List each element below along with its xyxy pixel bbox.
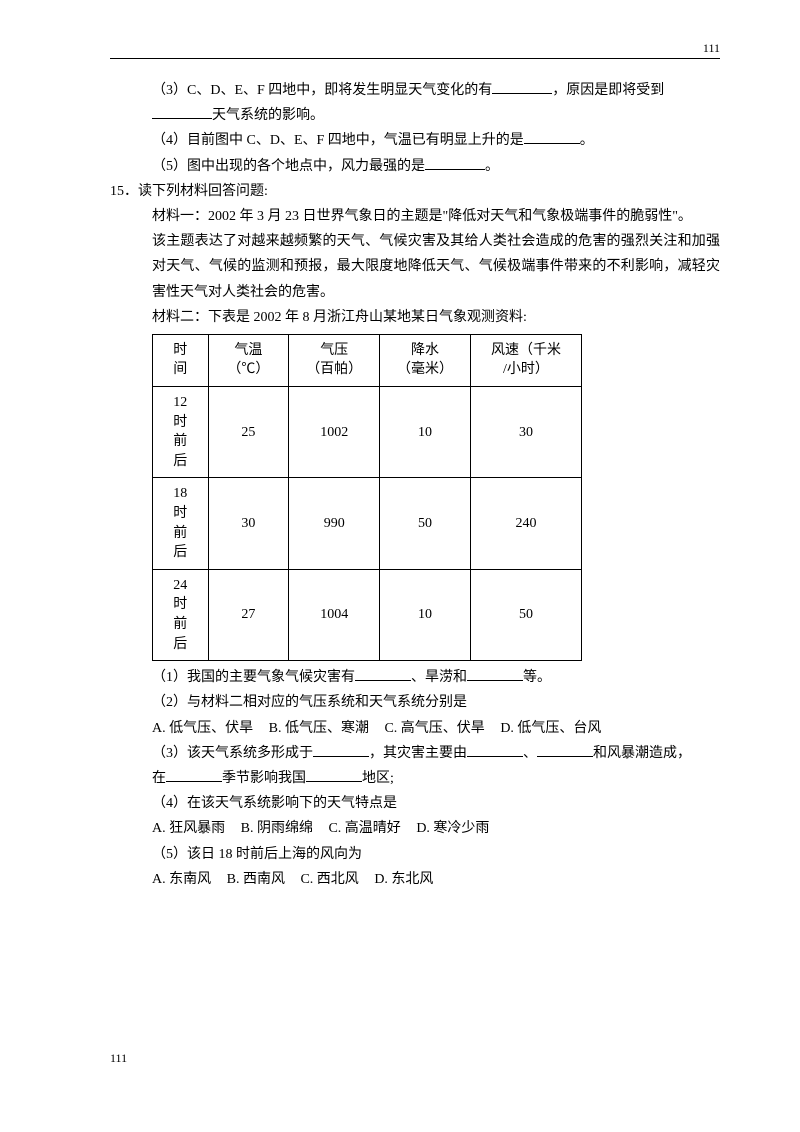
q5-prefix: （5）图中出现的各个地点中，风力最强的是 [152,159,425,174]
table-row: 18 时 前 后 30 990 50 240 [153,478,582,569]
s1c: 等。 [523,670,551,685]
opt-c: C. 西北风 [300,872,358,887]
opt-c: C. 高温晴好 [328,821,400,836]
q15-m1a: 材料一：2002 年 3 月 23 日世界气象日的主题是"降低对天气和气象极端事… [110,204,720,229]
blank [152,105,212,119]
cell-pressure: 1002 [289,387,380,478]
q4-prefix: （4）目前图中 C、D、E、F 四地中，气温已有明显上升的是 [152,133,524,148]
opt-d: D. 低气压、台风 [500,721,601,736]
opt-b: B. 阴雨绵绵 [241,821,313,836]
blank [537,743,593,757]
cell-rain: 50 [380,478,471,569]
cell-time: 12 时 前 后 [153,387,209,478]
blank [166,768,222,782]
cell-temp: 25 [208,387,289,478]
blank [306,768,362,782]
sub5: （5）该日 18 时前后上海的风向为 [110,842,720,867]
cell-time: 24 时 前 后 [153,569,209,660]
opt-d: D. 寒冷少雨 [416,821,489,836]
blank [355,667,411,681]
s3g: 地区; [362,771,394,786]
weather-table: 时 间 气温 （℃） 气压 （百帕） 降水 （毫米） 风速（千米 /小时） 12… [152,334,582,661]
q15-m1b: 该主题表达了对越来越频繁的天气、气候灾害及其给人类社会造成的危害的强烈关注和加强… [110,229,720,305]
cell-wind: 30 [470,387,581,478]
q3-line2: 天气系统的影响。 [110,103,720,128]
blank [467,667,523,681]
q3-prefix: （3）C、D、E、F 四地中，即将发生明显天气变化的有 [152,83,492,98]
q3-suffix: 天气系统的影响。 [212,108,324,123]
opt-b: B. 低气压、寒潮 [269,721,369,736]
cell-wind: 240 [470,478,581,569]
cell-rain: 10 [380,387,471,478]
sub4-opts: A. 狂风暴雨 B. 阴雨绵绵 C. 高温晴好 D. 寒冷少雨 [110,816,720,841]
q4-suffix: 。 [580,133,594,148]
cell-wind: 50 [470,569,581,660]
s3e: 在 [152,771,166,786]
sub3-l1: （3）该天气系统多形成于 ，其灾害主要由 、 和风暴潮造成， [110,741,720,766]
th-time: 时 间 [153,334,209,386]
header-divider [110,58,720,59]
s3d: 和风暴潮造成， [593,746,691,761]
opt-d: D. 东北风 [374,872,433,887]
q15-title: 读下列材料回答问题: [138,184,268,199]
cell-temp: 30 [208,478,289,569]
sub5-opts: A. 东南风 B. 西南风 C. 西北风 D. 东北风 [110,867,720,892]
s1b: 、旱涝和 [411,670,467,685]
q3-mid: ，原因是即将受到 [552,83,664,98]
s3c: 、 [523,746,537,761]
opt-b: B. 西南风 [227,872,285,887]
q3-line: （3）C、D、E、F 四地中，即将发生明显天气变化的有 ，原因是即将受到 [110,78,720,103]
s3f: 季节影响我国 [222,771,306,786]
q5-suffix: 。 [485,159,499,174]
opt-c: C. 高气压、伏旱 [384,721,484,736]
page-number-top: 111 [703,38,720,60]
blank [425,156,485,170]
q4-line: （4）目前图中 C、D、E、F 四地中，气温已有明显上升的是 。 [110,128,720,153]
document-content: （3）C、D、E、F 四地中，即将发生明显天气变化的有 ，原因是即将受到 天气系统… [110,78,720,892]
opt-a: A. 低气压、伏旱 [152,721,253,736]
opt-a: A. 狂风暴雨 [152,821,225,836]
blank [467,743,523,757]
table-row: 12 时 前 后 25 1002 10 30 [153,387,582,478]
q15-num: 15． [110,184,138,199]
cell-time: 18 时 前 后 [153,478,209,569]
th-rain: 降水 （毫米） [380,334,471,386]
q15-m2: 材料二：下表是 2002 年 8 月浙江舟山某地某日气象观测资料: [110,305,720,330]
th-temp: 气温 （℃） [208,334,289,386]
s3b: ，其灾害主要由 [369,746,467,761]
cell-pressure: 1004 [289,569,380,660]
q15-header: 15．读下列材料回答问题: [110,179,720,204]
cell-rain: 10 [380,569,471,660]
s1a: （1）我国的主要气象气候灾害有 [152,670,355,685]
blank [492,80,552,94]
opt-a: A. 东南风 [152,872,211,887]
sub2: （2）与材料二相对应的气压系统和天气系统分别是 [110,690,720,715]
cell-temp: 27 [208,569,289,660]
blank [313,743,369,757]
s3a: （3）该天气系统多形成于 [152,746,313,761]
blank [524,130,580,144]
sub3-l2: 在 季节影响我国 地区; [110,766,720,791]
cell-pressure: 990 [289,478,380,569]
sub2-opts: A. 低气压、伏旱 B. 低气压、寒潮 C. 高气压、伏旱 D. 低气压、台风 [110,716,720,741]
sub1: （1）我国的主要气象气候灾害有 、旱涝和 等。 [110,665,720,690]
sub4: （4）在该天气系统影响下的天气特点是 [110,791,720,816]
table-header-row: 时 间 气温 （℃） 气压 （百帕） 降水 （毫米） 风速（千米 /小时） [153,334,582,386]
q5-line: （5）图中出现的各个地点中，风力最强的是 。 [110,154,720,179]
page-number-bottom: 111 [110,1048,127,1070]
th-pressure: 气压 （百帕） [289,334,380,386]
th-wind: 风速（千米 /小时） [470,334,581,386]
table-row: 24 时 前 后 27 1004 10 50 [153,569,582,660]
